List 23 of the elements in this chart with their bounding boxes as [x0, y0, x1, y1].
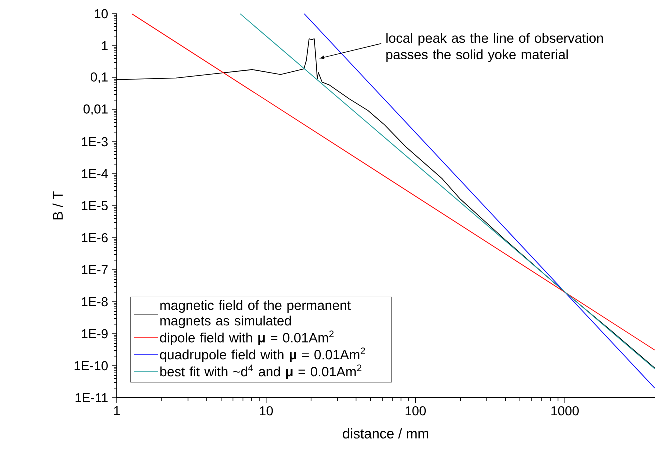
- y-axis-title: B / T: [52, 192, 64, 220]
- y-tick-label: 1E-10: [74, 361, 108, 371]
- y-tick-label: 1E-11: [76, 394, 108, 402]
- x-axis-title: distance / mm: [343, 428, 428, 439]
- y-tick-label: 1E-3: [82, 137, 108, 147]
- y-tick-label: 1E-9: [82, 329, 108, 339]
- y-tick-label: 1E-8: [82, 297, 108, 307]
- x-tick-label: 100: [406, 406, 426, 416]
- y-tick-label: 0,1: [90, 72, 108, 84]
- legend-label: quadrupole field with μ = 0.01Am$^{2}$: [160, 348, 366, 362]
- y-tick-label: 1E-7: [82, 266, 108, 274]
- legend-label: dipole field with μ = 0.01Am$^{2}$: [160, 330, 334, 346]
- y-tick-label: 1E-6: [82, 233, 108, 243]
- y-tick-label: 1E-4: [82, 170, 108, 178]
- y-tick-label: 10: [95, 9, 108, 19]
- annotation: local peak as the line of observation passes the solid yoke material: [386, 33, 604, 62]
- y-tick-label: 0,01: [84, 104, 108, 116]
- legend-label: best fit with ~d$^{4}$ and μ = 0.01Am$^{2}$: [160, 364, 362, 380]
- y-tick-label: 1: [102, 42, 108, 50]
- x-tick-label: 1000: [552, 406, 579, 416]
- y-tick-label: 1E-5: [82, 201, 108, 211]
- x-tick-label: 1: [114, 406, 120, 416]
- x-tick-label: 10: [260, 406, 274, 416]
